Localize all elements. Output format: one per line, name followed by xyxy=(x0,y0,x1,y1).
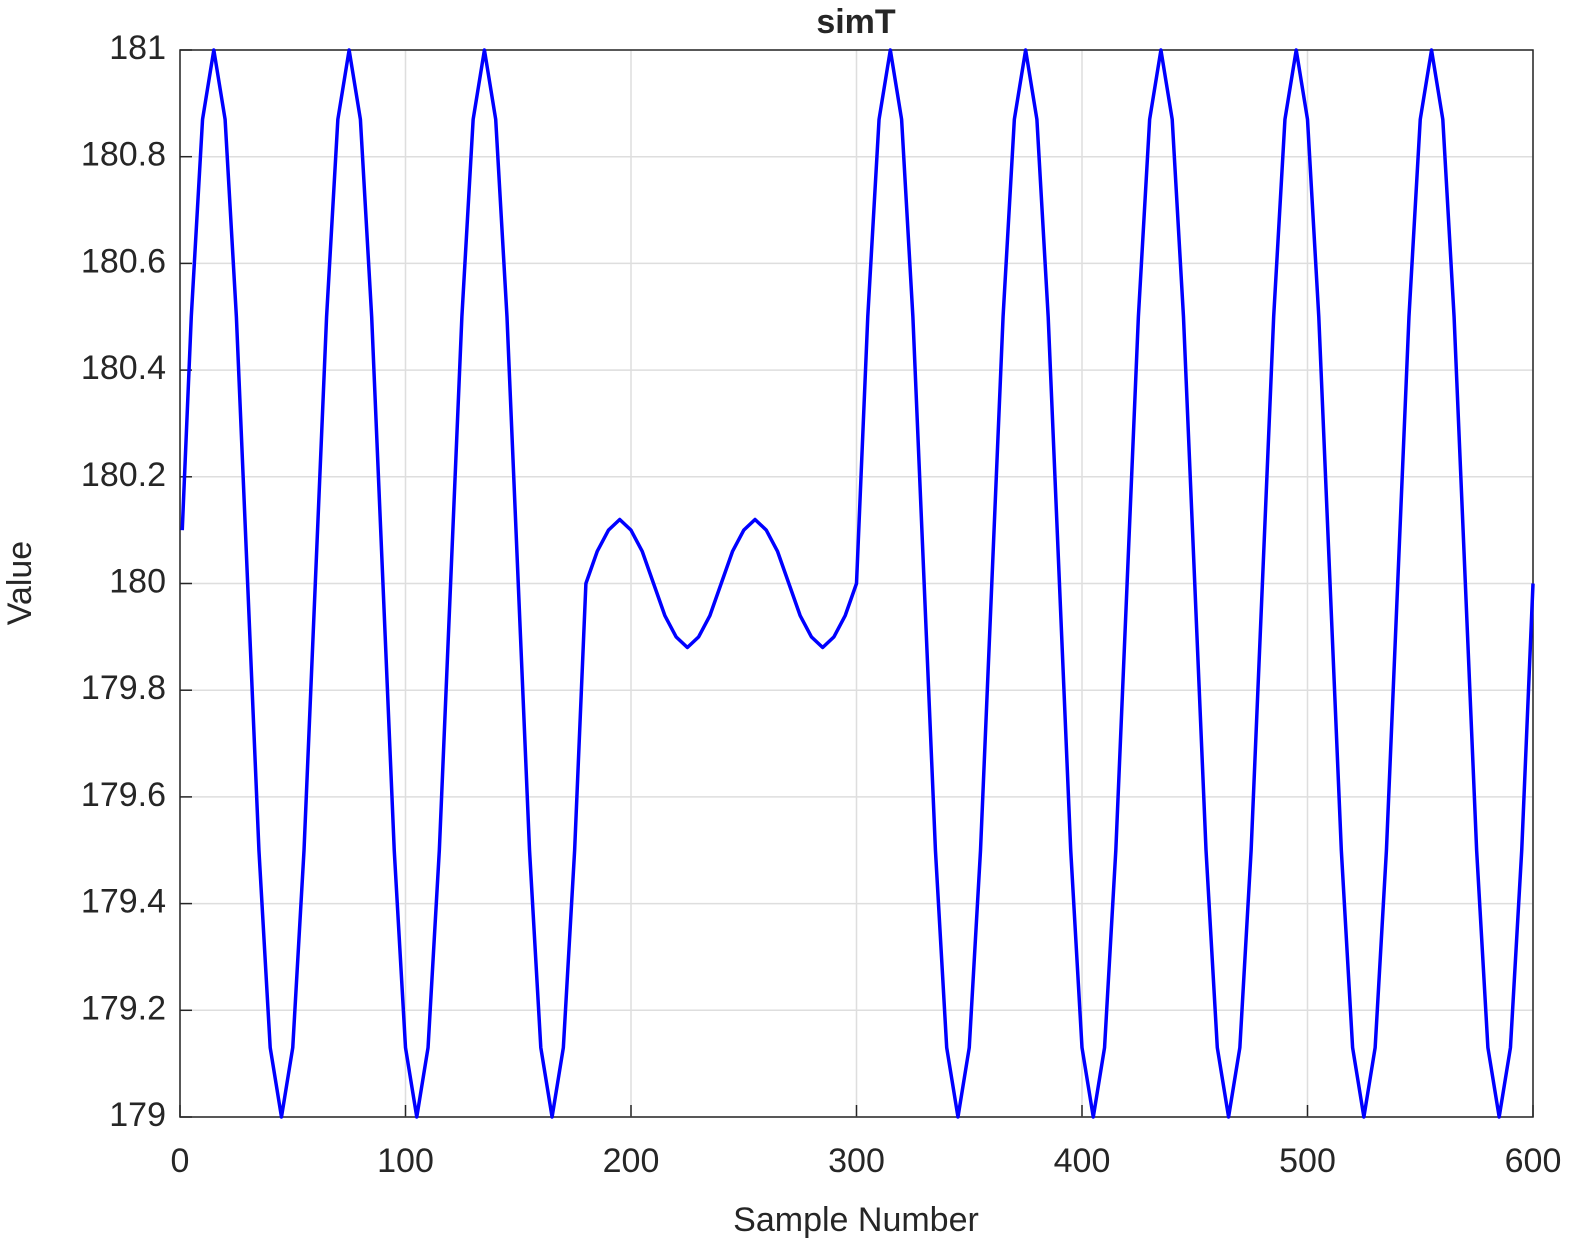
y-axis-label: Value xyxy=(1,541,39,625)
y-tick-label: 179.8 xyxy=(81,669,166,707)
x-tick-label: 0 xyxy=(171,1142,190,1180)
y-tick-label: 181 xyxy=(109,29,166,67)
x-tick-label: 200 xyxy=(603,1142,660,1180)
x-tick-label: 500 xyxy=(1279,1142,1336,1180)
x-tick-label: 400 xyxy=(1054,1142,1111,1180)
y-tick-label: 180.4 xyxy=(81,349,166,387)
chart-title: simT xyxy=(816,3,896,41)
x-tick-label: 100 xyxy=(377,1142,434,1180)
data-line xyxy=(180,48,1535,1119)
x-tick-label: 300 xyxy=(828,1142,885,1180)
y-tick-label: 179.4 xyxy=(81,883,166,921)
y-tick-label: 180.6 xyxy=(81,242,166,280)
y-tick-label: 179.2 xyxy=(81,989,166,1027)
y-tick-label: 179 xyxy=(109,1096,166,1134)
y-tick-label: 179.6 xyxy=(81,776,166,814)
y-tick-label: 180 xyxy=(109,562,166,600)
y-tick-label: 180.8 xyxy=(81,136,166,174)
x-axis-label: Sample Number xyxy=(733,1201,979,1239)
y-tick-label: 180.2 xyxy=(81,456,166,494)
x-tick-label: 600 xyxy=(1505,1142,1562,1180)
